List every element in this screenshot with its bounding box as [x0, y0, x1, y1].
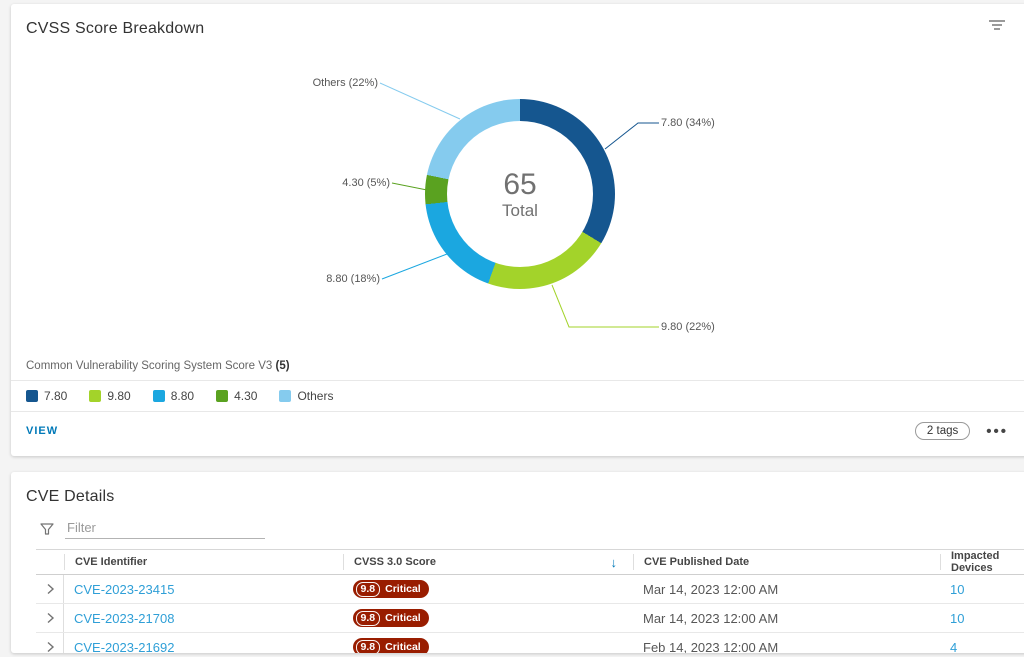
divider: [11, 380, 1024, 381]
callout-others: Others (22%): [312, 77, 378, 89]
legend-swatch: [26, 390, 38, 402]
legend-item: 9.80: [89, 389, 131, 403]
row-expander-caret[interactable]: [36, 604, 64, 632]
cve-link[interactable]: CVE-2023-21692: [74, 639, 175, 654]
donut-total-value: 65: [503, 167, 537, 201]
callout-4-30: 4.30 (5%): [342, 177, 390, 189]
divider: [11, 411, 1024, 412]
impacted-devices-link[interactable]: 4: [950, 639, 958, 654]
legend-item: 7.80: [26, 389, 67, 403]
tags-badge[interactable]: 2 tags: [914, 422, 971, 440]
col-header-published-date[interactable]: CVE Published Date: [633, 554, 940, 570]
row-expander-caret[interactable]: [36, 575, 64, 603]
table-header-row: CVE Identifier CVSS 3.0 Score ↓ CVE Publ…: [36, 549, 1024, 575]
legend-swatch: [89, 390, 102, 402]
funnel-filter-icon[interactable]: [39, 521, 55, 537]
donut-chart[interactable]: 65 Total: [425, 99, 615, 289]
chevron-right-icon: [47, 612, 54, 624]
legend-item: 8.80: [152, 389, 194, 403]
row-expander-caret[interactable]: [36, 633, 64, 653]
chevron-right-icon: [47, 583, 54, 595]
legend-swatch: [152, 390, 165, 402]
chevron-right-icon: [47, 641, 54, 653]
severity-badge: 9.8 Critical: [353, 580, 429, 599]
filter-bars-icon[interactable]: [988, 20, 1006, 32]
callout-leader-lines: [379, 82, 659, 328]
legend-item: Others: [279, 389, 333, 403]
callout-9-80: 9.80 (22%): [661, 321, 715, 333]
impacted-devices-link[interactable]: 10: [950, 610, 965, 626]
col-header-cvss-score[interactable]: CVSS 3.0 Score ↓: [343, 554, 633, 570]
cve-details-card: CVE Details CVE Identifier CVSS 3.0 Scor…: [11, 472, 1024, 653]
table-row: CVE-2023-21708 9.8 Critical Mar 14, 2023 …: [36, 604, 1024, 633]
card-title: CVSS Score Breakdown: [26, 20, 205, 37]
cvss-breakdown-card: CVSS Score Breakdown 65 Total 7.80 (34%)…: [11, 4, 1024, 456]
impacted-devices-link[interactable]: 10: [950, 581, 965, 597]
card-action-row: VIEW 2 tags •••: [11, 412, 1024, 452]
published-date: Mar 14, 2023 12:00 AM: [643, 610, 779, 626]
table-filter-row: [11, 506, 1024, 539]
legend-swatch: [216, 390, 229, 402]
callout-8-80: 8.80 (18%): [326, 273, 380, 285]
published-date: Feb 14, 2023 12:00 AM: [643, 639, 779, 654]
ellipsis-menu-icon[interactable]: •••: [986, 422, 1008, 440]
series-count: (5): [275, 360, 290, 372]
col-header-cve-identifier[interactable]: CVE Identifier: [64, 554, 343, 570]
legend-item: 4.30: [216, 389, 257, 403]
published-date: Mar 14, 2023 12:00 AM: [643, 581, 779, 597]
chart-legend: 7.80 9.80 8.80 4.30 Others: [11, 381, 1024, 411]
severity-badge: 9.8 Critical: [353, 638, 429, 653]
legend-swatch: [279, 390, 292, 402]
view-link[interactable]: VIEW: [26, 425, 59, 437]
expander-header: [36, 554, 64, 570]
donut-chart-area: 65 Total 7.80 (34%) 9.80 (22%) 8.80 (18%…: [11, 42, 1024, 354]
table-row: CVE-2023-21692 9.8 Critical Feb 14, 2023 …: [36, 633, 1024, 653]
sort-desc-icon: ↓: [610, 554, 618, 570]
cve-link[interactable]: CVE-2023-23415: [74, 581, 175, 597]
callout-7-80: 7.80 (34%): [661, 117, 715, 129]
donut-center: 65 Total: [447, 121, 593, 267]
severity-badge: 9.8 Critical: [353, 609, 429, 628]
filter-input[interactable]: [65, 518, 265, 539]
cve-link[interactable]: CVE-2023-21708: [74, 610, 175, 626]
card-title: CVE Details: [26, 488, 115, 505]
chart-axis-label: Common Vulnerability Scoring System Scor…: [26, 360, 290, 372]
col-header-impacted-devices[interactable]: Impacted Devices: [940, 550, 1024, 574]
table-row: CVE-2023-23415 9.8 Critical Mar 14, 2023 …: [36, 575, 1024, 604]
cve-table: CVE Identifier CVSS 3.0 Score ↓ CVE Publ…: [36, 549, 1024, 653]
donut-total-label: Total: [502, 200, 538, 220]
